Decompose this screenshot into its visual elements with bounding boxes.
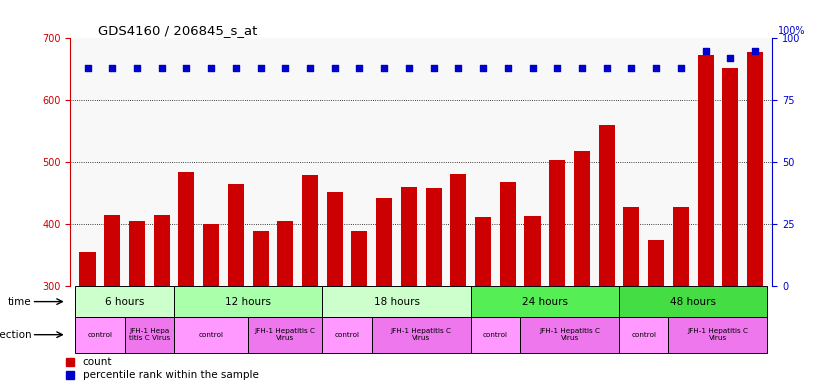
- Text: JFH-1 Hepatitis C
Virus: JFH-1 Hepatitis C Virus: [687, 328, 748, 341]
- Text: JFH-1 Hepa
titis C Virus: JFH-1 Hepa titis C Virus: [129, 328, 170, 341]
- Bar: [624, 207, 639, 384]
- Bar: [520, 317, 619, 353]
- Point: [155, 65, 169, 71]
- Bar: [722, 68, 738, 384]
- Text: count: count: [83, 357, 112, 367]
- Bar: [322, 286, 471, 317]
- Bar: [104, 215, 121, 384]
- Point: [477, 65, 490, 71]
- Text: infection: infection: [0, 330, 31, 340]
- Bar: [747, 52, 763, 384]
- Point: [131, 65, 144, 71]
- Bar: [125, 317, 174, 353]
- Point: [353, 65, 366, 71]
- Bar: [253, 231, 268, 384]
- Bar: [574, 151, 590, 384]
- Bar: [471, 317, 520, 353]
- Point: [427, 65, 440, 71]
- Point: [724, 55, 737, 61]
- Bar: [500, 182, 515, 384]
- Bar: [75, 317, 125, 353]
- Bar: [302, 175, 318, 384]
- Bar: [129, 221, 145, 384]
- Point: [501, 65, 515, 71]
- Bar: [79, 252, 96, 384]
- Bar: [425, 189, 442, 384]
- Point: [551, 65, 564, 71]
- Bar: [351, 231, 368, 384]
- Bar: [248, 317, 322, 353]
- Text: 100%: 100%: [778, 26, 805, 36]
- Bar: [154, 215, 169, 384]
- Text: 48 hours: 48 hours: [670, 296, 716, 306]
- Point: [303, 65, 316, 71]
- Bar: [75, 286, 174, 317]
- Bar: [697, 55, 714, 384]
- Bar: [278, 221, 293, 384]
- Point: [624, 65, 638, 71]
- Bar: [376, 198, 392, 384]
- Text: JFH-1 Hepatitis C
Virus: JFH-1 Hepatitis C Virus: [391, 328, 452, 341]
- Point: [278, 65, 292, 71]
- Text: JFH-1 Hepatitis C
Virus: JFH-1 Hepatitis C Virus: [254, 328, 316, 341]
- Point: [254, 65, 267, 71]
- Point: [674, 65, 687, 71]
- Bar: [203, 224, 219, 384]
- Bar: [599, 125, 615, 384]
- Bar: [322, 317, 372, 353]
- Point: [402, 65, 415, 71]
- Point: [230, 65, 243, 71]
- Bar: [619, 317, 668, 353]
- Point: [649, 65, 662, 71]
- Point: [180, 65, 193, 71]
- Bar: [475, 217, 491, 384]
- Text: control: control: [631, 332, 656, 338]
- Text: GDS4160 / 206845_s_at: GDS4160 / 206845_s_at: [98, 24, 258, 37]
- Point: [699, 48, 712, 54]
- Point: [576, 65, 589, 71]
- Bar: [228, 184, 244, 384]
- Point: [81, 65, 94, 71]
- Bar: [673, 207, 689, 384]
- Text: 6 hours: 6 hours: [105, 296, 145, 306]
- Text: 12 hours: 12 hours: [225, 296, 271, 306]
- Bar: [525, 216, 540, 384]
- Text: time: time: [8, 296, 31, 306]
- Point: [748, 48, 762, 54]
- Bar: [401, 187, 417, 384]
- Bar: [619, 286, 767, 317]
- Point: [526, 65, 539, 71]
- Point: [377, 65, 391, 71]
- Bar: [668, 317, 767, 353]
- Bar: [178, 172, 194, 384]
- Bar: [549, 160, 565, 384]
- Point: [205, 65, 218, 71]
- Bar: [372, 317, 471, 353]
- Bar: [327, 192, 343, 384]
- Text: 18 hours: 18 hours: [373, 296, 420, 306]
- Point: [328, 65, 341, 71]
- Bar: [471, 286, 619, 317]
- Bar: [450, 174, 467, 384]
- Text: control: control: [88, 332, 112, 338]
- Bar: [174, 317, 248, 353]
- Text: control: control: [198, 332, 224, 338]
- Bar: [648, 240, 664, 384]
- Text: JFH-1 Hepatitis C
Virus: JFH-1 Hepatitis C Virus: [539, 328, 601, 341]
- Text: control: control: [335, 332, 359, 338]
- Text: percentile rank within the sample: percentile rank within the sample: [83, 370, 259, 380]
- Bar: [174, 286, 322, 317]
- Text: 24 hours: 24 hours: [522, 296, 567, 306]
- Point: [600, 65, 613, 71]
- Point: [452, 65, 465, 71]
- Text: control: control: [483, 332, 508, 338]
- Point: [106, 65, 119, 71]
